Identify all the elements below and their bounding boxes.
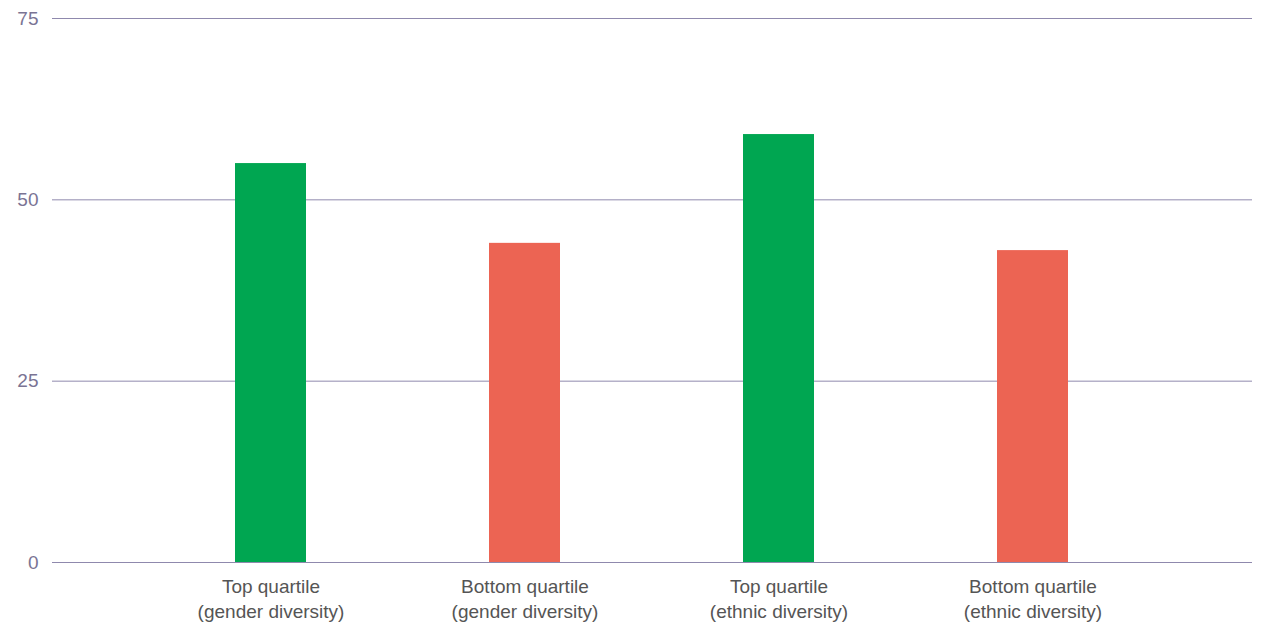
svg-text:Top quartile(gender diversity): Top quartile(gender diversity) — [198, 576, 345, 623]
svg-text:Bottom quartile(ethnic diversi: Bottom quartile(ethnic diversity) — [964, 576, 1102, 623]
svg-text:0: 0 — [28, 552, 39, 573]
svg-text:50: 50 — [17, 189, 38, 210]
svg-text:Top quartile(ethnic diversity): Top quartile(ethnic diversity) — [710, 576, 848, 623]
svg-text:75: 75 — [17, 8, 38, 29]
svg-text:25: 25 — [17, 370, 38, 391]
svg-text:Bottom quartile(gender diversi: Bottom quartile(gender diversity) — [452, 576, 599, 623]
